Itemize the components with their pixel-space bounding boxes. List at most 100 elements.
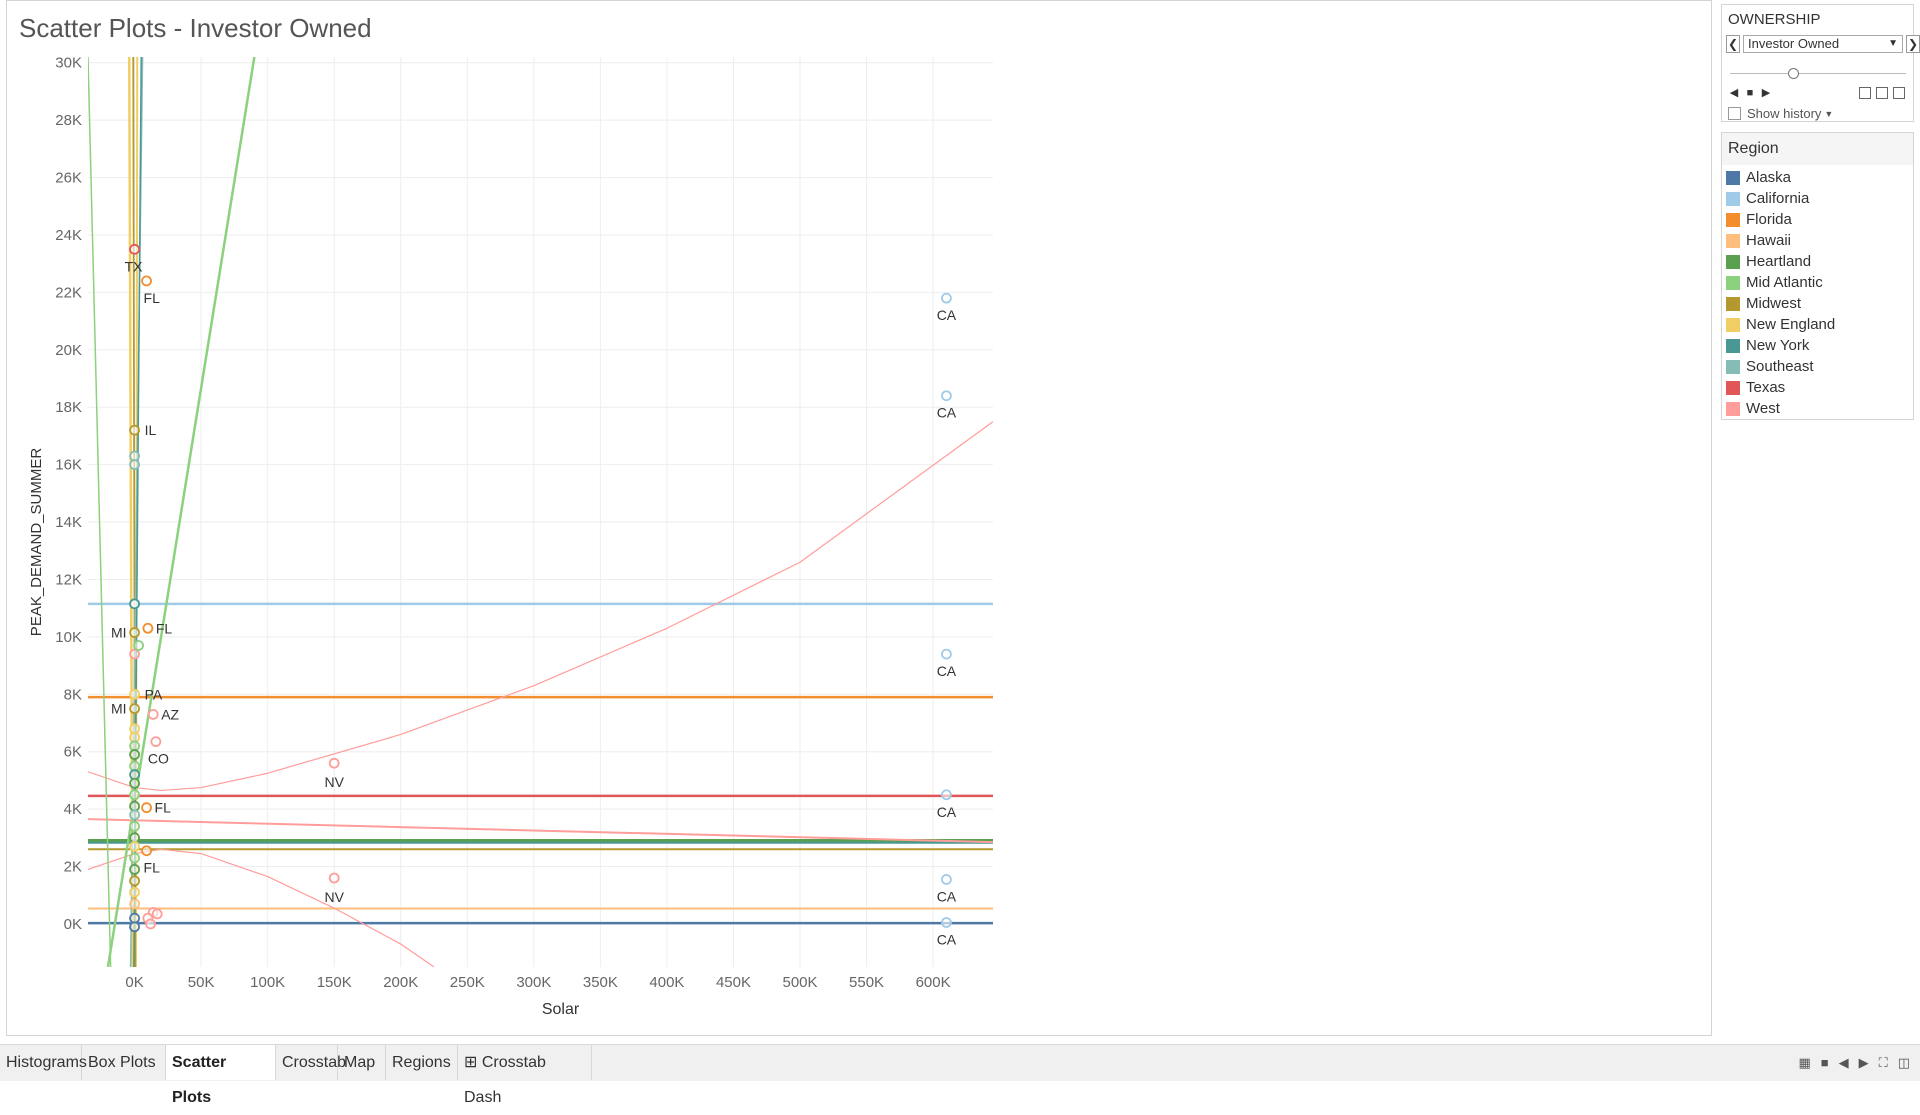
legend-item[interactable]: Mid Atlantic: [1722, 272, 1913, 293]
x-tick-label: 200K: [383, 974, 418, 991]
scatter-point[interactable]: [941, 874, 952, 885]
trend-line[interactable]: [88, 848, 435, 967]
scatter-point[interactable]: [129, 703, 140, 715]
show-history-checkbox[interactable]: [1728, 107, 1741, 120]
speed-medium-icon[interactable]: [1876, 87, 1888, 99]
y-tick-label: 24K: [55, 227, 82, 244]
legend-item[interactable]: West: [1722, 398, 1913, 419]
trend-line[interactable]: [88, 421, 993, 792]
scatter-point[interactable]: [129, 749, 140, 760]
scatter-point[interactable]: [133, 640, 144, 651]
legend-label: Heartland: [1746, 253, 1812, 270]
scatter-point[interactable]: [129, 243, 140, 255]
point-label: FL: [156, 620, 173, 636]
point-label: PA: [145, 686, 163, 702]
scatter-point[interactable]: [129, 800, 140, 812]
scatter-point[interactable]: [129, 424, 140, 436]
legend-item[interactable]: California: [1722, 188, 1913, 209]
sheet-tab[interactable]: Scatter Plots: [166, 1045, 276, 1106]
scatter-point[interactable]: [129, 740, 140, 752]
scatter-point[interactable]: [129, 450, 140, 462]
scatter-point[interactable]: [129, 852, 140, 864]
show-history-row[interactable]: Show history ▼: [1728, 106, 1833, 121]
scatter-point[interactable]: [129, 789, 140, 801]
scatter-point[interactable]: [129, 760, 140, 772]
scatter-point[interactable]: [941, 789, 952, 801]
trend-line[interactable]: [88, 818, 993, 844]
step-back-icon[interactable]: ◀: [1729, 87, 1739, 99]
scatter-point[interactable]: [129, 886, 140, 898]
legend-item[interactable]: New England: [1722, 314, 1913, 335]
legend-item[interactable]: New York: [1722, 335, 1913, 356]
scatter-point[interactable]: [129, 731, 140, 743]
legend-item[interactable]: Texas: [1722, 377, 1913, 398]
scatter-point[interactable]: [129, 769, 140, 781]
scatter-point[interactable]: [328, 872, 340, 884]
slider-thumb[interactable]: [1787, 68, 1799, 79]
ownership-slider[interactable]: [1730, 67, 1906, 81]
ownership-select[interactable]: Investor Owned ▼: [1743, 35, 1903, 53]
legend-item[interactable]: Southeast: [1722, 356, 1913, 377]
scatter-point[interactable]: [941, 648, 952, 660]
step-forward-icon[interactable]: ▶: [1761, 87, 1771, 99]
legend-item[interactable]: Midwest: [1722, 293, 1913, 314]
trend-line[interactable]: [88, 57, 112, 967]
scatter-point[interactable]: [141, 845, 152, 857]
scatter-point[interactable]: [129, 648, 140, 660]
fullscreen-icon[interactable]: ⛶: [1878, 1055, 1888, 1070]
scatter-point[interactable]: [129, 863, 140, 875]
legend-item[interactable]: Florida: [1722, 209, 1913, 230]
legend-item[interactable]: Alaska: [1722, 167, 1913, 188]
scatter-point[interactable]: [129, 921, 140, 933]
scatter-point[interactable]: [328, 757, 340, 769]
chevron-right-icon[interactable]: ❯: [1906, 35, 1920, 53]
sheet-tab[interactable]: Histograms: [0, 1045, 87, 1080]
scatter-point[interactable]: [129, 912, 140, 924]
legend-item[interactable]: Hawaii: [1722, 230, 1913, 251]
legend-swatch: [1726, 254, 1740, 269]
sheet-tab[interactable]: Regions: [386, 1045, 458, 1080]
scatter-plot[interactable]: 0K 50K 100K 150K 200K 250K 300K 350K 400K 450K 500…: [7, 1, 1712, 1036]
tab-prev-icon[interactable]: ◀: [1838, 1055, 1849, 1070]
scatter-point[interactable]: [129, 832, 140, 844]
sheet-tab[interactable]: Box Plots: [82, 1045, 166, 1080]
scatter-point[interactable]: [129, 459, 140, 471]
scatter-point[interactable]: [129, 809, 140, 821]
scatter-point[interactable]: [941, 390, 952, 402]
scatter-point[interactable]: [150, 736, 162, 748]
stop-icon[interactable]: ■: [1746, 87, 1754, 99]
scatter-point[interactable]: [141, 802, 152, 814]
present-icon[interactable]: ◫: [1897, 1055, 1910, 1070]
legend-item[interactable]: Heartland: [1722, 251, 1913, 272]
chevron-down-icon[interactable]: ▼: [1824, 108, 1834, 119]
scatter-point[interactable]: [141, 275, 152, 287]
sheet-grid-icon[interactable]: ▦: [1798, 1055, 1811, 1070]
speed-fast-icon[interactable]: [1893, 87, 1905, 99]
scatter-point[interactable]: [129, 777, 140, 789]
speed-slow-icon[interactable]: [1859, 87, 1871, 99]
scatter-point[interactable]: [129, 875, 140, 887]
y-tick-label: 18K: [55, 399, 82, 416]
sheet-tab[interactable]: Map: [338, 1045, 386, 1080]
scatter-point[interactable]: [145, 918, 156, 930]
scatter-point[interactable]: [151, 908, 163, 920]
scatter-point[interactable]: [129, 598, 140, 610]
scatter-point[interactable]: [129, 820, 140, 832]
playback-controls: ◀ ■ ▶: [1728, 87, 1772, 99]
legend-list: Alaska California Florida Hawaii Heartland Mi…: [1722, 167, 1913, 419]
scatter-point[interactable]: [129, 723, 140, 735]
scatter-point[interactable]: [941, 917, 952, 928]
scatter-point[interactable]: [142, 622, 154, 634]
tab-next-icon[interactable]: ▶: [1858, 1055, 1869, 1070]
scatter-point[interactable]: [129, 688, 140, 700]
y-tick-label: 26K: [55, 170, 82, 187]
scatter-point[interactable]: [129, 627, 140, 638]
scatter-point[interactable]: [129, 841, 140, 852]
scatter-point[interactable]: [941, 292, 952, 304]
sheet-tab[interactable]: Crosstab: [276, 1045, 346, 1080]
chevron-left-icon[interactable]: ❮: [1726, 35, 1740, 53]
filmstrip-icon[interactable]: ■: [1820, 1055, 1829, 1070]
scatter-point[interactable]: [147, 708, 159, 720]
sheet-tab[interactable]: ⊞ Crosstab Dash: [458, 1045, 592, 1106]
scatter-point[interactable]: [129, 898, 140, 910]
